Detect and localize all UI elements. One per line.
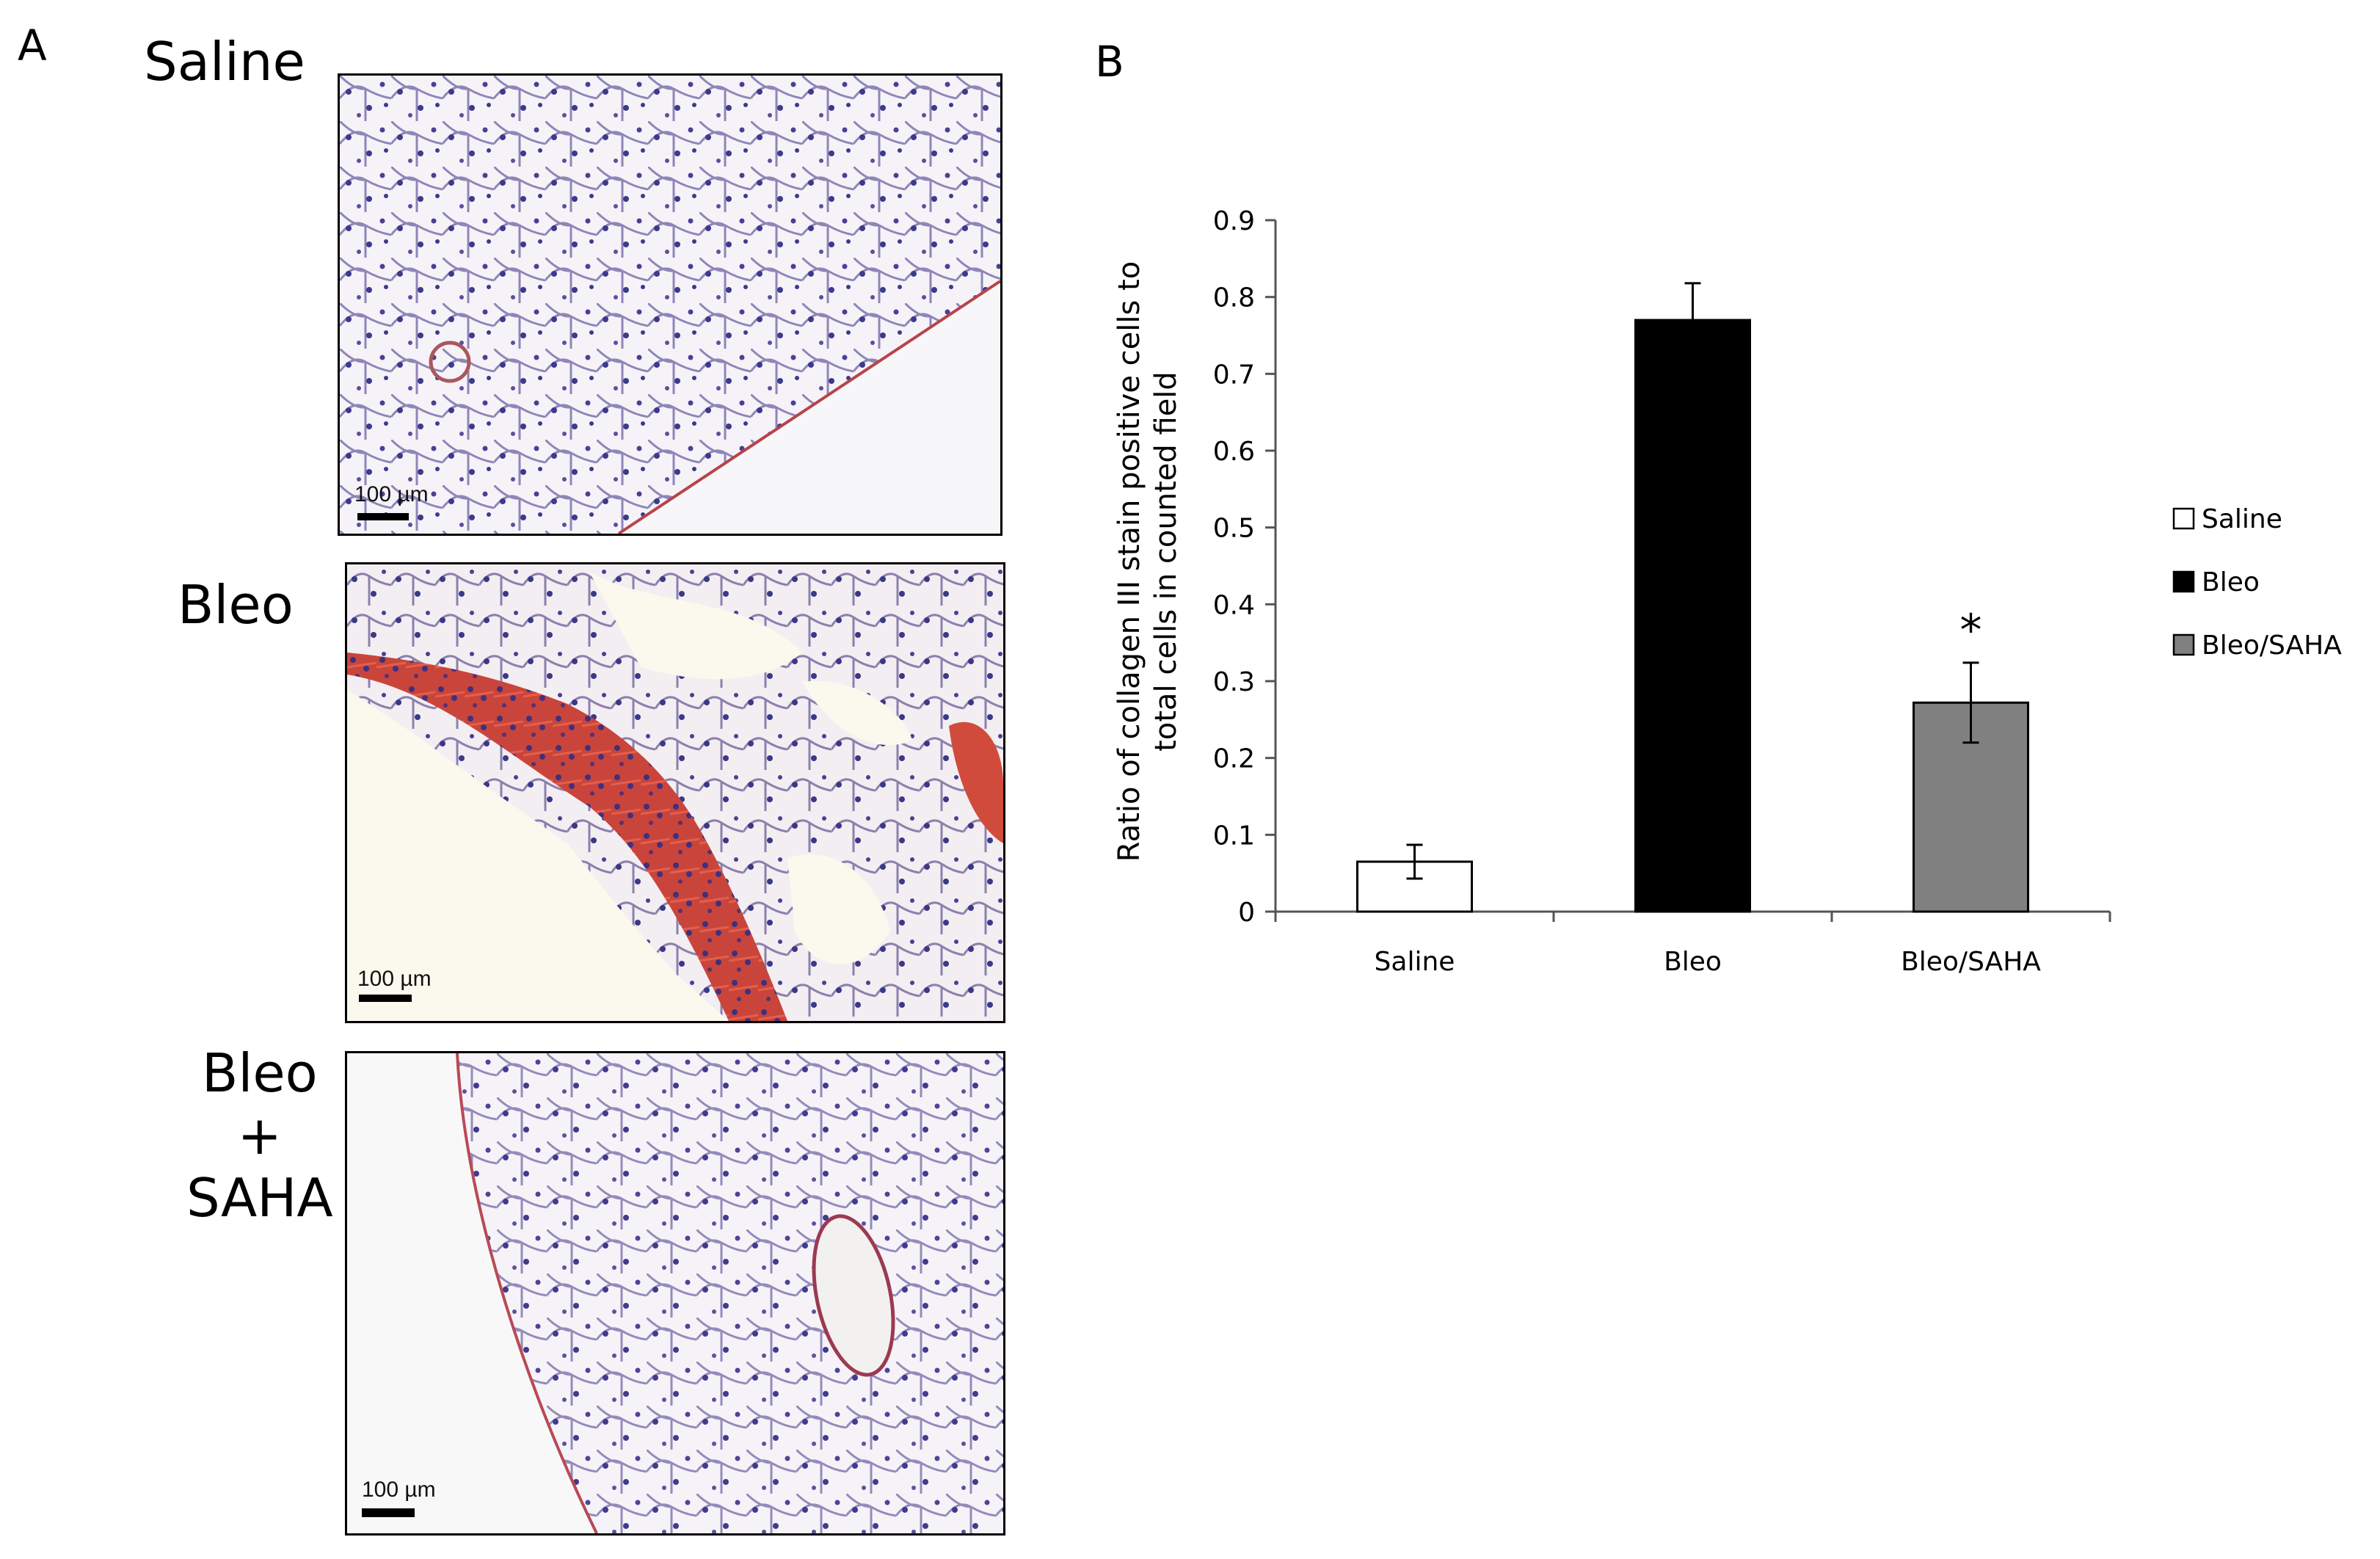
- y-tick-label: 0.4: [1213, 590, 1255, 620]
- significance-marker-bleo-saha: *: [1960, 605, 1982, 656]
- x-tick-label-bleo-saha: Bleo/SAHA: [1901, 947, 2041, 977]
- bleo-saha-micrograph-label: Bleo + SAHA: [186, 1042, 333, 1229]
- y-tick-label: 0: [1238, 898, 1255, 928]
- y-axis-ticks: 0 0.1 0.2 0.3 0.4 0.5 0.6 0.7 0.8 0.9: [1213, 206, 1275, 928]
- y-axis-title-line-1: Ratio of collagen III stain positive cel…: [1113, 261, 1146, 862]
- legend-swatch-bleo: [2172, 570, 2195, 593]
- collagen-bar-chart: Ratio of collagen III stain positive cel…: [1113, 206, 2342, 977]
- bleo-scale-bar-label: 100 µm: [357, 967, 432, 991]
- y-tick-label: 0.1: [1213, 821, 1255, 851]
- y-tick-label: 0.6: [1213, 437, 1255, 467]
- x-axis-ticks: Saline Bleo Bleo/SAHA: [1274, 912, 2111, 977]
- y-tick-label: 0.3: [1213, 667, 1255, 697]
- saline-scale-bar-label: 100 µm: [354, 482, 429, 506]
- legend-label-saline: Saline: [2202, 504, 2282, 534]
- legend-swatch-bleo-saha: [2172, 633, 2195, 656]
- panel-b-letter: B: [1095, 37, 1124, 87]
- y-axis-title-line-2: total cells in counted field: [1149, 371, 1183, 752]
- bleo-micrograph: 100 µm: [345, 562, 1005, 1023]
- bleo-saha-scale-bar-label: 100 µm: [362, 1478, 436, 1502]
- label-line-plus: +: [237, 1104, 282, 1166]
- saline-micrograph-label: Saline: [144, 31, 305, 92]
- saline-tissue-image: 100 µm: [340, 76, 1000, 534]
- bleo-saha-tissue-image: 100 µm: [347, 1053, 1003, 1533]
- bleo-micrograph-label: Bleo: [178, 574, 294, 636]
- legend: Saline Bleo Bleo/SAHA: [2172, 504, 2342, 661]
- label-line-bleo: Bleo: [201, 1042, 318, 1104]
- y-tick-label: 0.2: [1213, 744, 1255, 774]
- y-tick-label: 0.5: [1213, 514, 1255, 544]
- saline-micrograph: 100 µm: [338, 73, 1002, 536]
- y-axis-title: Ratio of collagen III stain positive cel…: [1113, 261, 1183, 862]
- x-tick-label-bleo: Bleo: [1664, 947, 1722, 977]
- legend-label-bleo: Bleo: [2202, 567, 2260, 597]
- y-tick-label: 0.7: [1213, 360, 1255, 390]
- bar-bleo: [1634, 319, 1751, 913]
- x-tick-label-saline: Saline: [1375, 947, 1455, 977]
- legend-label-bleo-saha: Bleo/SAHA: [2202, 630, 2342, 661]
- bleo-tissue-image: 100 µm: [347, 564, 1003, 1021]
- label-line-saha: SAHA: [186, 1166, 333, 1229]
- bleo-saha-micrograph: 100 µm: [345, 1051, 1005, 1536]
- error-bars: *: [1406, 282, 1982, 880]
- y-tick-label: 0.9: [1213, 206, 1255, 236]
- legend-swatch-saline: [2172, 507, 2195, 530]
- bars: [1356, 319, 2029, 913]
- panel-a-letter: A: [18, 21, 47, 70]
- y-tick-label: 0.8: [1213, 283, 1255, 313]
